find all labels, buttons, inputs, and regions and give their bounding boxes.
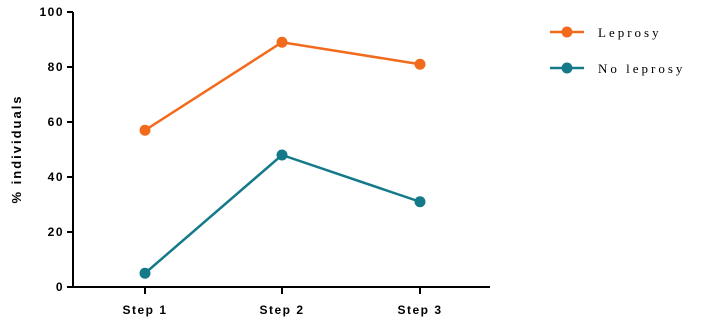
- data-point: [276, 149, 288, 161]
- x-tick-label: Step 3: [397, 303, 442, 317]
- legend-swatch-marker: [561, 26, 573, 38]
- legend-swatch-marker: [561, 62, 573, 74]
- y-tick-label: 60: [48, 115, 64, 129]
- x-tick-label: Step 1: [122, 303, 167, 317]
- series-layer: [139, 36, 426, 279]
- series-no-leprosy: [139, 149, 426, 279]
- legend-label: No leprosy: [598, 61, 685, 76]
- y-tick-label: 20: [48, 225, 64, 239]
- y-tick-label: 100: [39, 5, 64, 19]
- x-tick-label: Step 2: [259, 303, 304, 317]
- legend-label: Leprosy: [598, 25, 662, 40]
- data-point: [414, 196, 426, 208]
- legend-item: Leprosy: [550, 25, 662, 40]
- axes: 0 20 40 60 80 100 Step 1 Step 2 Step 3: [39, 5, 490, 317]
- data-point: [139, 267, 151, 279]
- y-tick-label: 40: [48, 170, 64, 184]
- y-axis-title: % individuals: [9, 94, 24, 203]
- data-point: [276, 36, 288, 48]
- legend: Leprosy No leprosy: [550, 25, 685, 76]
- data-point: [414, 58, 426, 70]
- y-tick-label: 80: [48, 60, 64, 74]
- data-point: [139, 124, 151, 136]
- y-tick-label: 0: [56, 280, 64, 294]
- series-leprosy: [139, 36, 426, 136]
- series-line: [144, 153, 421, 275]
- legend-item: No leprosy: [550, 61, 685, 76]
- series-line: [144, 40, 421, 132]
